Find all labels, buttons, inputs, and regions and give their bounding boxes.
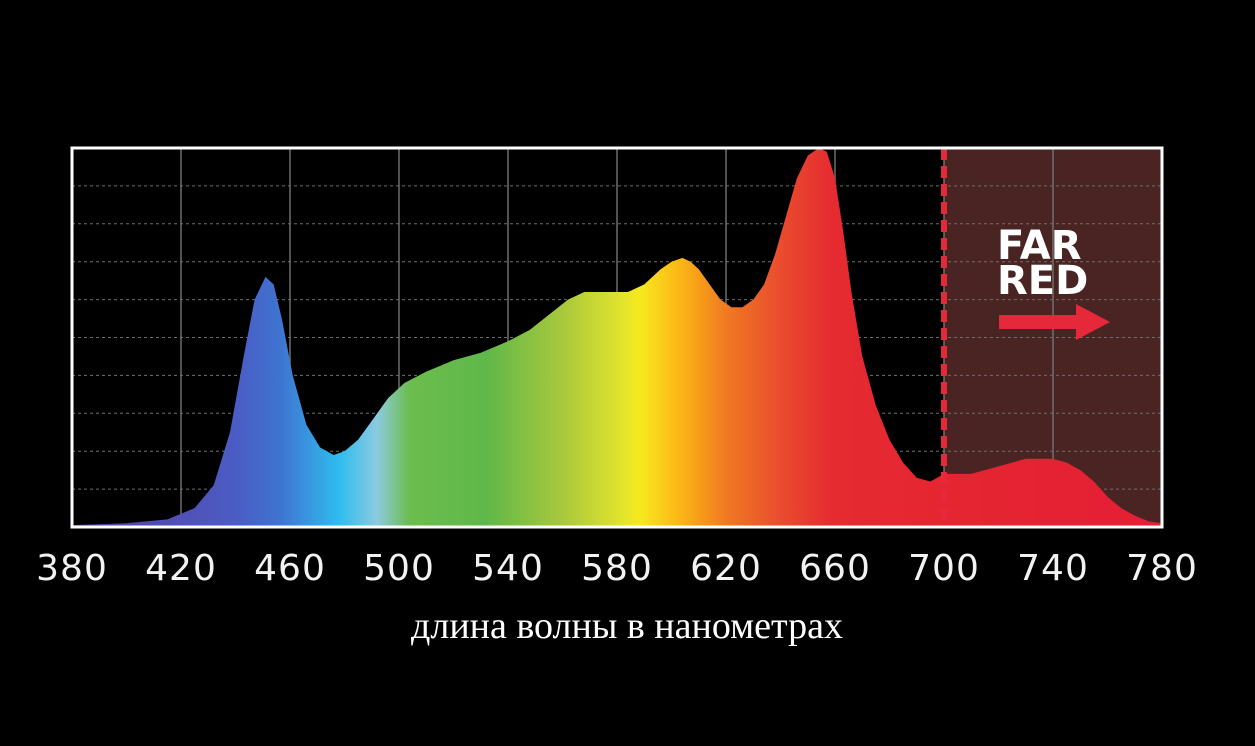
x-tick-label: 540 — [472, 548, 544, 589]
x-tick-label: 740 — [1017, 548, 1089, 589]
x-tick-label: 700 — [908, 548, 980, 589]
x-tick-label: 460 — [254, 548, 326, 589]
x-tick-label: 620 — [690, 548, 762, 589]
right-arrow-icon — [999, 304, 1110, 340]
far-red-label-line-1: FAR — [997, 223, 1082, 269]
x-tick-label: 500 — [363, 548, 435, 589]
spectrum-area — [72, 148, 1162, 527]
x-tick-label: 380 — [36, 548, 108, 589]
x-axis-label: длина волны в нанометрах — [411, 605, 843, 647]
plot-frame — [70, 146, 1164, 529]
far-red-label-line-2: RED — [997, 258, 1088, 304]
x-tick-label: 420 — [145, 548, 217, 589]
x-tick-label: 660 — [799, 548, 871, 589]
x-tick-label: 580 — [581, 548, 653, 589]
x-tick-labels: 380 420 460 500 540 580 620 660 700 740 780 — [36, 548, 1198, 589]
x-tick-label: 780 — [1126, 548, 1198, 589]
